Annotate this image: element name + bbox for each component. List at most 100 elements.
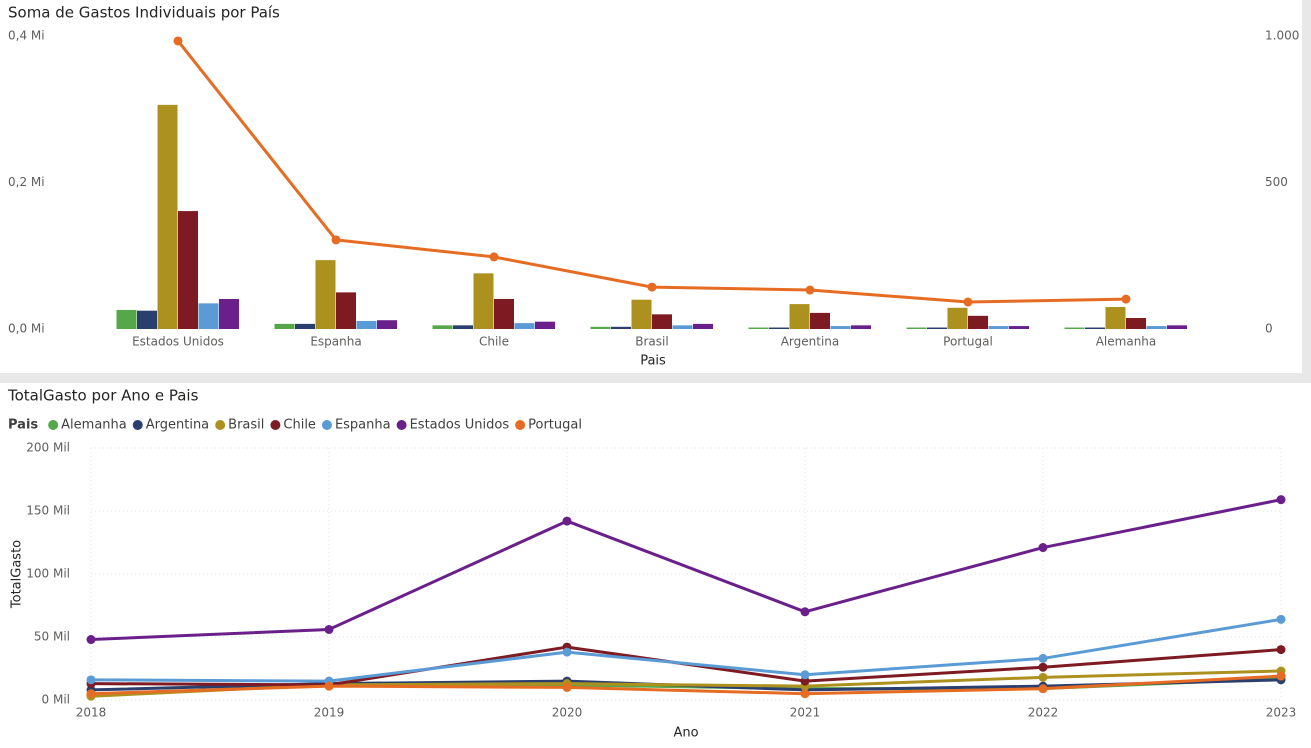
point [800,676,810,686]
bar [1146,326,1167,329]
bar [473,273,494,329]
bar [769,327,789,329]
point [86,675,96,685]
y-tick-label: 0 Mil [42,693,70,707]
legend-marker [215,420,226,430]
y-tick-label: 100 Mil [26,567,70,581]
point [324,681,334,691]
legend-title: Pais [8,418,38,433]
legend-marker [270,420,281,430]
bar [652,314,672,329]
bar [988,326,1009,329]
y-tick-label: 0,2 Mi [8,175,45,189]
bar [810,312,830,329]
bar [295,323,315,329]
point [1276,671,1286,681]
point [647,282,657,292]
bar [535,321,555,329]
bar [611,326,631,329]
y-tick-label: 150 Mil [26,504,70,518]
x-tick-label: Estados Unidos [132,335,224,349]
bar [947,307,968,329]
bar [672,325,693,329]
y-tick-label: 50 Mil [34,630,70,644]
point [800,607,810,617]
bar [748,327,769,329]
bar [116,309,137,329]
bar [494,298,514,329]
x-tick-label: 2023 [1266,706,1297,720]
bar [336,292,356,329]
series-line [90,617,1282,683]
panel [0,383,1311,748]
y2-tick-label: 0 [1265,322,1273,336]
bar [830,326,851,329]
point [331,235,341,245]
legend-label: Argentina [146,418,209,433]
bar [198,303,219,329]
legend-marker [132,420,143,430]
bar [631,299,652,329]
point [562,682,572,692]
point [1276,495,1286,505]
chart-title: TotalGasto por Ano e Pais [7,387,199,405]
x-tick-label: 2021 [790,706,821,720]
point [1038,662,1048,672]
x-tick-label: 2022 [1028,706,1059,720]
bar [315,260,336,329]
point [86,635,96,645]
point [1276,614,1286,624]
point [963,297,973,307]
bar [137,310,157,329]
point [562,516,572,526]
point [800,670,810,680]
bar [927,327,947,329]
y-tick-label: 0,4 Mi [8,29,45,43]
point [1121,294,1131,304]
point [1276,645,1286,655]
x-tick-label: Brasil [635,335,668,349]
bar [590,326,611,329]
bar [453,325,473,329]
legend-label: Espanha [335,418,391,433]
bar [1064,327,1085,329]
x-tick-label: Espanha [310,335,361,349]
bar [789,304,810,329]
y2-tick-label: 500 [1265,175,1288,189]
series-line [90,498,1282,642]
x-tick-label: Chile [479,335,509,349]
bar [968,315,988,329]
point [562,647,572,657]
bar [1105,307,1126,329]
x-tick-label: 2018 [76,706,107,720]
legend-label: Brasil [228,418,264,433]
y-tick-label: 200 Mil [26,441,70,455]
legend-marker [515,420,526,430]
x-axis-title: Pais [640,354,666,369]
point [1038,672,1048,682]
point [1038,653,1048,663]
bar [432,325,453,329]
bar [906,327,927,329]
bar [693,323,713,329]
legend-label: Alemanha [61,418,127,433]
y-axis-title: TotalGasto [10,540,25,609]
series-line [90,674,1282,696]
bar [1167,325,1187,329]
bar [157,104,178,329]
point [800,689,810,699]
bar [377,320,397,329]
y-tick-label: 0,0 Mi [8,322,45,336]
chart-title: Soma de Gastos Individuais por País [8,4,280,22]
legend-marker [48,420,59,430]
x-tick-label: Portugal [943,335,993,349]
point [324,624,334,634]
x-tick-label: 2019 [314,706,345,720]
legend-label: Estados Unidos [410,418,510,433]
x-tick-label: Alemanha [1096,335,1157,349]
bar [1009,326,1029,329]
legend-label: Portugal [528,418,582,433]
bar [1126,318,1146,329]
legend-marker [321,420,332,430]
